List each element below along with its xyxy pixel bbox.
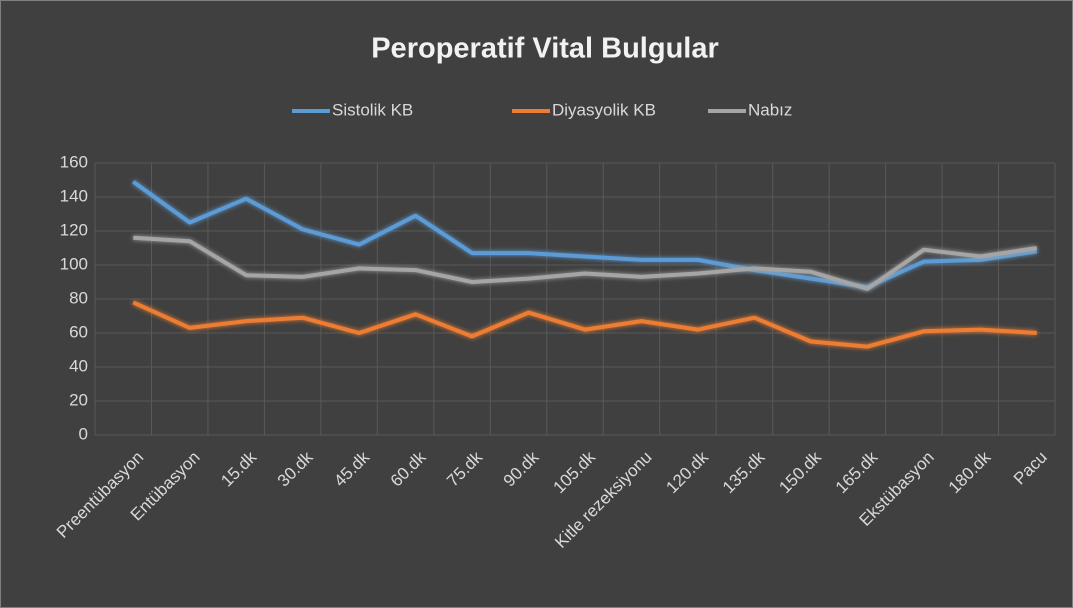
y-tick-label: 60 <box>69 322 88 341</box>
y-tick-label: 80 <box>69 288 88 307</box>
y-tick-label: 140 <box>60 186 88 205</box>
y-tick-label: 120 <box>60 220 88 239</box>
legend-label: Diyasyolik KB <box>552 100 656 119</box>
legend-label: Sistolik KB <box>332 100 413 119</box>
chart-title: Peroperatif Vital Bulgular <box>371 33 719 65</box>
y-tick-label: 40 <box>69 356 88 375</box>
series-line <box>132 300 1037 349</box>
y-tick-label: 20 <box>69 390 88 409</box>
series-line <box>132 180 1038 290</box>
y-tick-label: 100 <box>60 254 88 273</box>
series-line <box>133 235 1038 291</box>
y-tick-label: 0 <box>79 424 88 443</box>
y-tick-label: 160 <box>60 152 88 171</box>
legend-label: Nabız <box>748 100 792 119</box>
